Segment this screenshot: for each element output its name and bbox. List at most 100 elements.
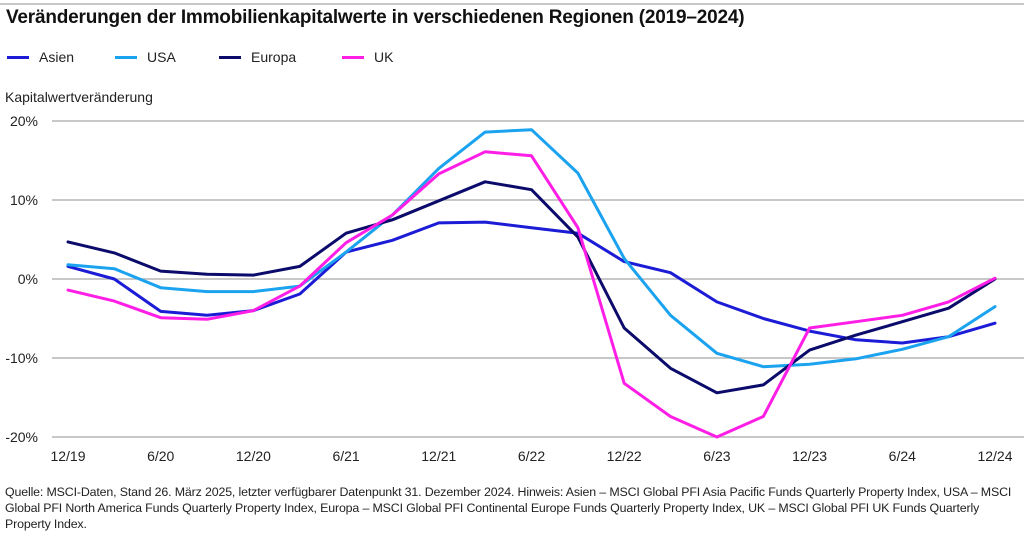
legend-swatch-usa bbox=[115, 55, 137, 59]
legend-item-europa: Europa bbox=[219, 47, 296, 67]
data-point-uk-12-21 bbox=[437, 172, 440, 175]
y-tick-label: 0% bbox=[18, 271, 38, 287]
y-tick-label: 20% bbox=[10, 113, 38, 129]
chart-legend: Asien USA Europa UK bbox=[0, 47, 600, 67]
legend-item-asien: Asien bbox=[7, 47, 74, 67]
data-point-asien-9-21 bbox=[391, 239, 394, 242]
y-axis-title: Kapitalwertveränderung bbox=[5, 89, 153, 105]
data-point-uk-6-24 bbox=[901, 314, 904, 317]
data-point-asien-6-20 bbox=[159, 310, 162, 313]
data-point-usa-12-22 bbox=[623, 257, 626, 260]
data-point-europa-6-22 bbox=[530, 188, 533, 191]
data-point-uk-9-21 bbox=[391, 214, 394, 217]
legend-item-uk: UK bbox=[342, 47, 393, 67]
data-point-usa-9-23 bbox=[762, 365, 765, 368]
data-point-uk-12-20 bbox=[252, 309, 255, 312]
data-point-asien-3-20 bbox=[113, 278, 116, 281]
data-point-uk-3-24 bbox=[854, 320, 857, 323]
data-point-usa-3-20 bbox=[113, 267, 116, 270]
data-point-usa-6-24 bbox=[901, 348, 904, 351]
data-point-uk-6-22 bbox=[530, 154, 533, 157]
data-point-usa-12-19 bbox=[67, 263, 70, 266]
data-point-europa-12-20 bbox=[252, 274, 255, 277]
data-point-europa-12-21 bbox=[437, 199, 440, 202]
data-point-usa-3-24 bbox=[854, 357, 857, 360]
x-tick-label: 12/22 bbox=[607, 448, 642, 464]
data-point-europa-3-21 bbox=[298, 265, 301, 268]
legend-swatch-europa bbox=[219, 55, 241, 59]
x-tick-label: 12/21 bbox=[421, 448, 456, 464]
series-line-usa bbox=[66, 128, 997, 369]
data-point-asien-3-21 bbox=[298, 293, 301, 296]
data-point-europa-6-20 bbox=[159, 270, 162, 273]
legend-item-usa: USA bbox=[115, 47, 176, 67]
data-point-europa-6-23 bbox=[715, 391, 718, 394]
data-point-usa-6-20 bbox=[159, 286, 162, 289]
data-point-europa-6-24 bbox=[901, 320, 904, 323]
y-tick-label: 10% bbox=[10, 192, 38, 208]
data-point-europa-12-19 bbox=[67, 240, 70, 243]
data-point-uk-12-24 bbox=[994, 277, 997, 280]
data-point-uk-9-23 bbox=[762, 415, 765, 418]
legend-swatch-uk bbox=[342, 55, 364, 59]
data-point-usa-9-22 bbox=[576, 172, 579, 175]
series-line-europa bbox=[66, 180, 997, 395]
x-tick-label: 12/23 bbox=[792, 448, 827, 464]
data-point-uk-9-20 bbox=[206, 318, 209, 321]
x-tick-label: 6/21 bbox=[332, 448, 359, 464]
data-point-asien-12-24 bbox=[994, 322, 997, 325]
data-point-asien-3-23 bbox=[669, 271, 672, 274]
data-point-uk-3-22 bbox=[484, 150, 487, 153]
gridlines bbox=[52, 120, 1024, 438]
data-point-europa-9-23 bbox=[762, 383, 765, 386]
data-point-usa-3-23 bbox=[669, 314, 672, 317]
line-chart: 20% 10% 0% -10% -20% 12/19 6/20 12/20 6/21 12/21… bbox=[5, 113, 1024, 464]
x-tick-label: 6/24 bbox=[889, 448, 916, 464]
data-point-asien-3-22 bbox=[484, 221, 487, 224]
data-point-usa-12-20 bbox=[252, 290, 255, 293]
data-point-uk-3-20 bbox=[113, 300, 116, 303]
legend-label-usa: USA bbox=[147, 49, 176, 65]
data-point-uk-12-22 bbox=[623, 382, 626, 385]
data-point-usa-9-24 bbox=[947, 335, 950, 338]
x-tick-label: 12/19 bbox=[50, 448, 85, 464]
data-point-usa-6-22 bbox=[530, 128, 533, 131]
data-point-uk-3-23 bbox=[669, 415, 672, 418]
data-point-uk-12-19 bbox=[67, 289, 70, 292]
data-point-asien-9-20 bbox=[206, 314, 209, 317]
legend-label-europa: Europa bbox=[251, 49, 297, 65]
data-point-europa-12-23 bbox=[808, 349, 811, 352]
legend-swatch-asien bbox=[7, 55, 29, 59]
data-point-uk-6-23 bbox=[715, 436, 718, 439]
data-point-europa-3-20 bbox=[113, 251, 116, 254]
data-point-usa-3-22 bbox=[484, 131, 487, 134]
data-point-europa-3-22 bbox=[484, 180, 487, 183]
data-point-asien-3-24 bbox=[854, 338, 857, 341]
source-footnote: Quelle: MSCI-Daten, Stand 26. März 2025,… bbox=[5, 485, 1012, 531]
legend-label-uk: UK bbox=[374, 49, 394, 65]
data-point-usa-6-23 bbox=[715, 352, 718, 355]
data-point-uk-3-21 bbox=[298, 285, 301, 288]
y-tick-label: -20% bbox=[5, 429, 38, 445]
series-line-uk bbox=[66, 150, 997, 439]
data-point-europa-3-23 bbox=[669, 367, 672, 370]
data-point-asien-6-24 bbox=[901, 341, 904, 344]
data-point-uk-9-22 bbox=[576, 226, 579, 229]
x-tick-label: 12/24 bbox=[977, 448, 1012, 464]
data-point-usa-6-21 bbox=[345, 251, 348, 254]
data-point-usa-12-23 bbox=[808, 363, 811, 366]
y-tick-label: -10% bbox=[5, 350, 38, 366]
x-axis-ticks: 12/19 6/20 12/20 6/21 12/21 6/22 12/22 6/23 12/2… bbox=[50, 448, 1012, 464]
chart-title: Veränderungen der Immobilienkapitalwerte… bbox=[6, 7, 745, 28]
data-point-europa-9-21 bbox=[391, 218, 394, 221]
data-point-europa-9-20 bbox=[206, 273, 209, 276]
data-point-uk-12-23 bbox=[808, 326, 811, 329]
data-point-europa-6-21 bbox=[345, 232, 348, 235]
data-point-asien-9-23 bbox=[762, 317, 765, 320]
data-point-usa-12-21 bbox=[437, 167, 440, 170]
x-tick-label: 6/22 bbox=[518, 448, 545, 464]
data-point-usa-12-24 bbox=[994, 305, 997, 308]
legend-label-asien: Asien bbox=[39, 49, 75, 65]
y-axis-ticks: 20% 10% 0% -10% -20% bbox=[5, 113, 38, 445]
data-point-europa-12-22 bbox=[623, 326, 626, 329]
